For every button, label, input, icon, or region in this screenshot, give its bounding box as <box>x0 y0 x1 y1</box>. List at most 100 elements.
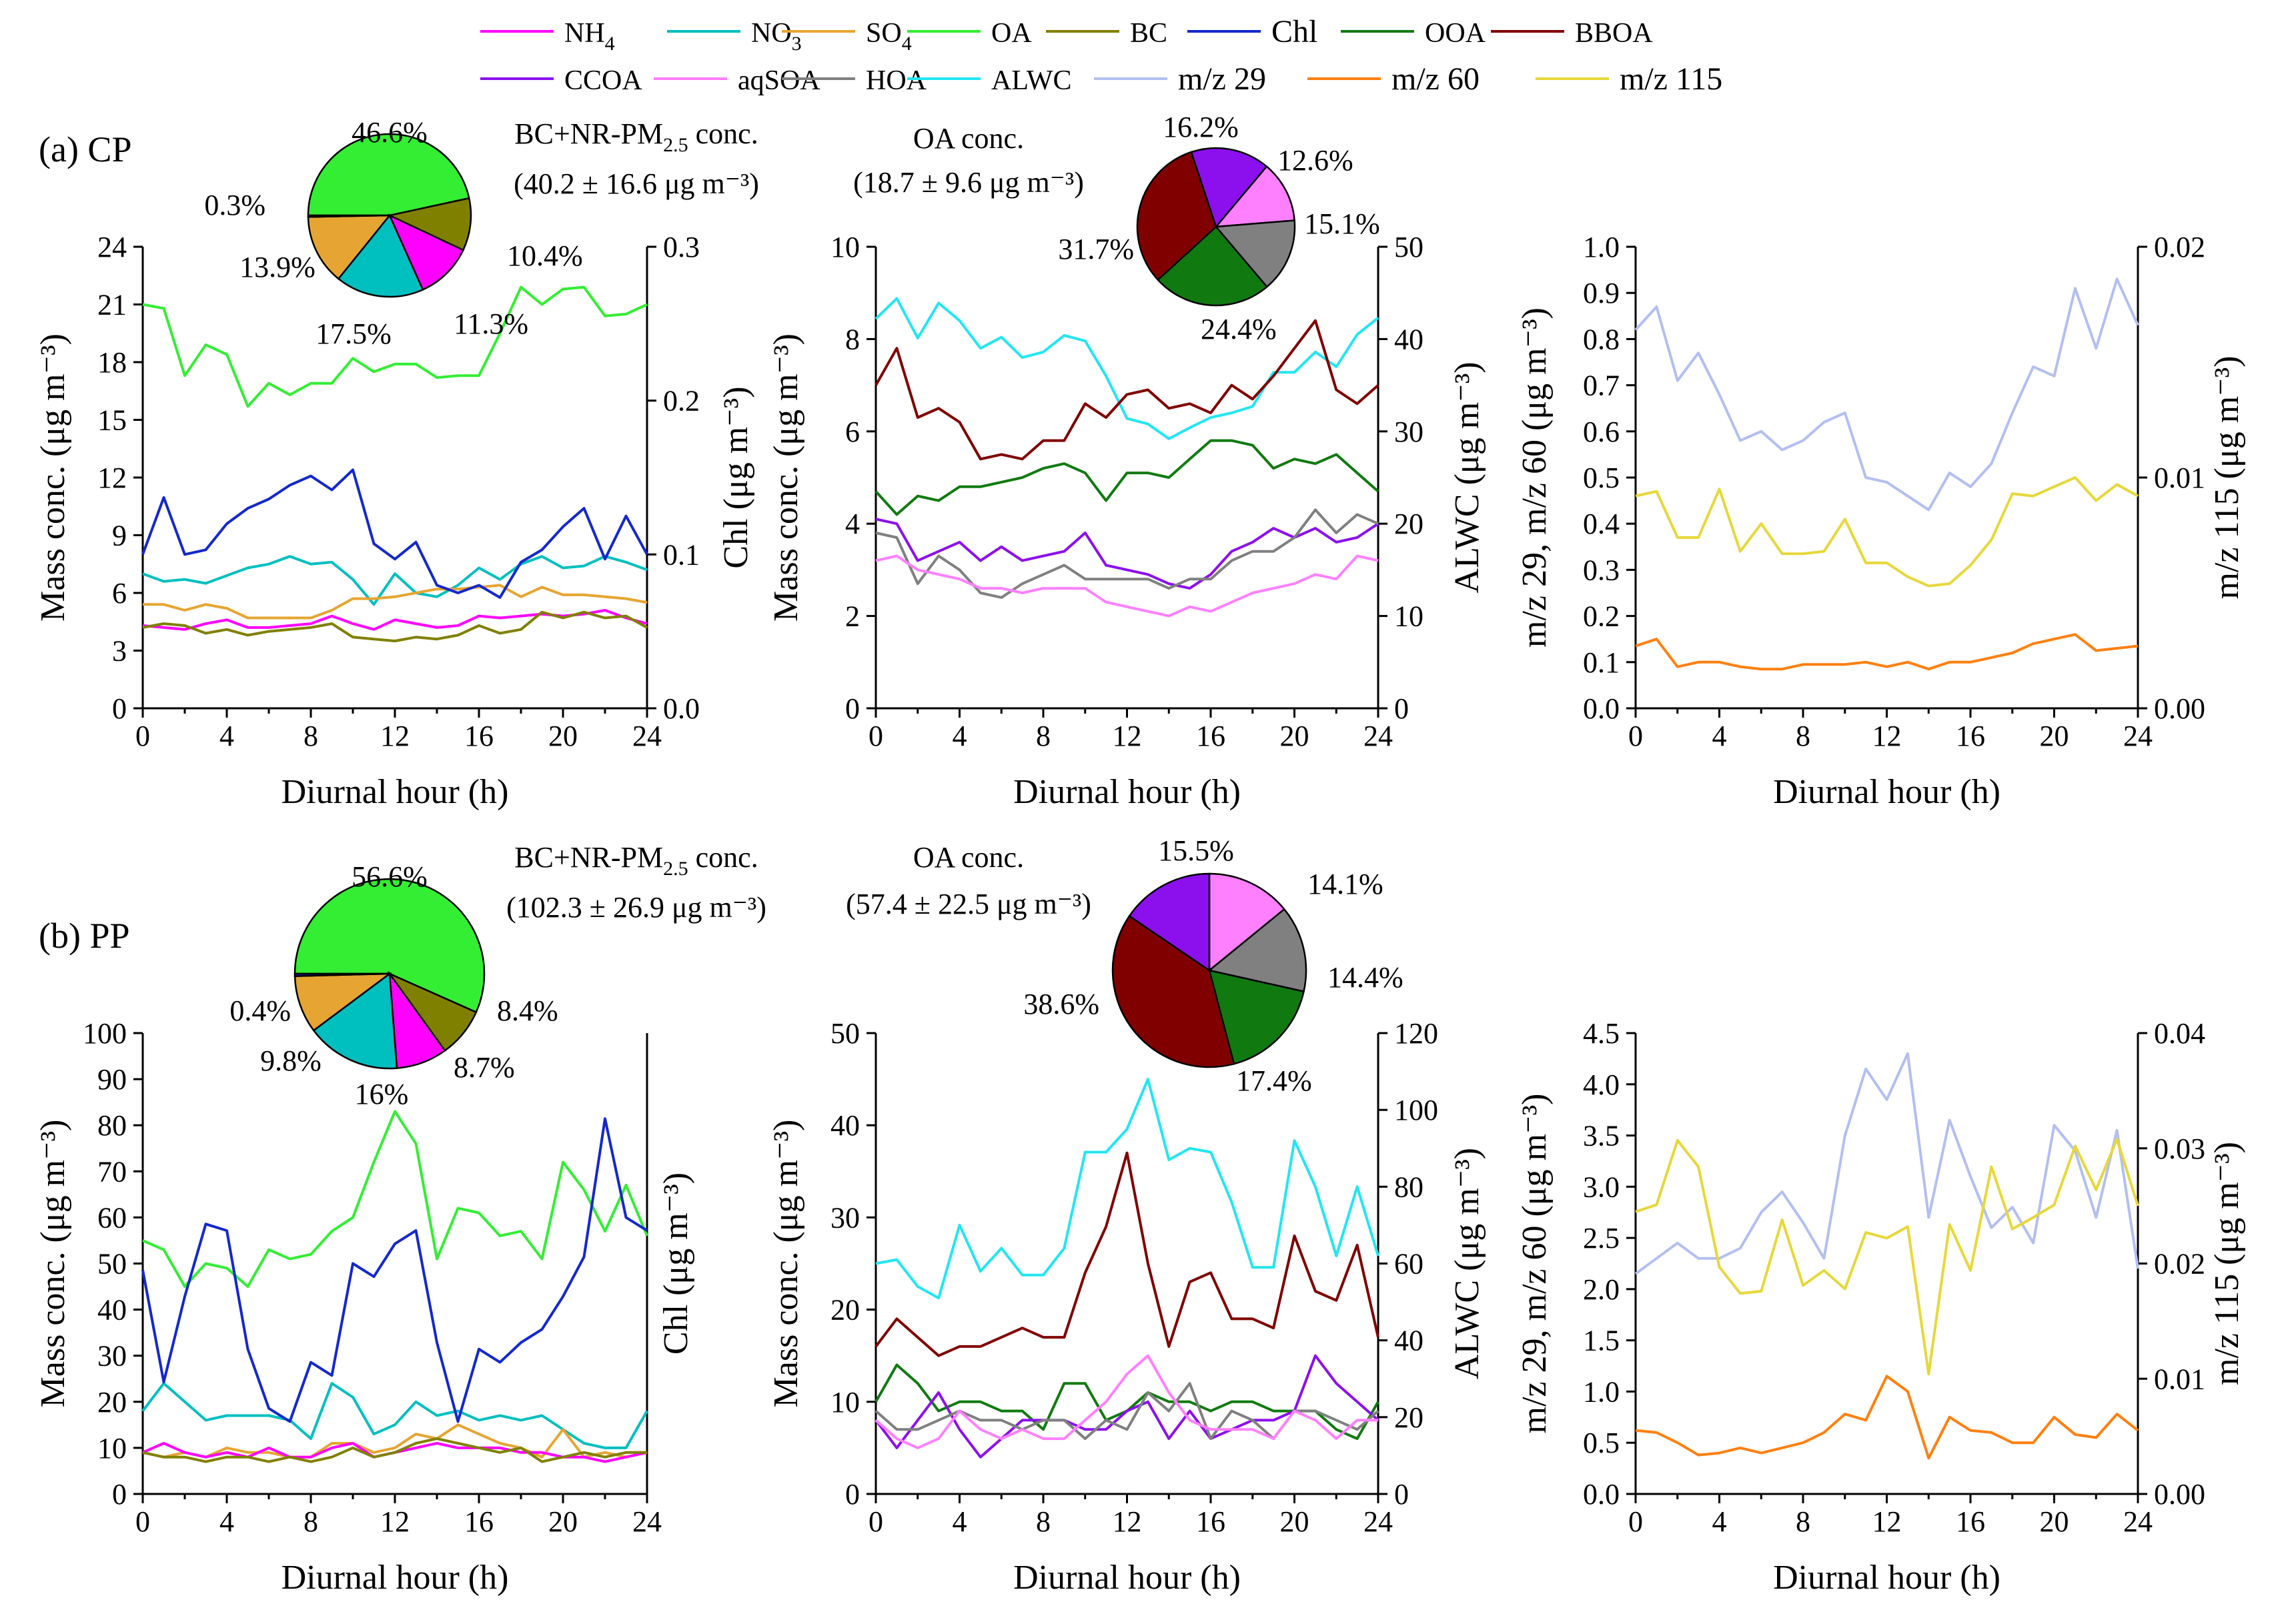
legend-label-BC: BC <box>1130 18 1167 49</box>
legend-item-mz60: m/z 60 <box>1307 61 1480 97</box>
y-tick-label-left: 0.7 <box>1583 369 1620 402</box>
y-tick-label-left: 0.5 <box>1583 1427 1620 1459</box>
x-axis-title: Diurnal hour (h) <box>1013 773 1241 811</box>
pie-label-NO3: 17.5% <box>316 317 392 350</box>
pie-subtitle: (18.7 ± 9.6 μg m⁻³) <box>853 166 1084 199</box>
y-tick-label-left: 0.0 <box>1583 692 1620 725</box>
pie-label-OA: 46.6% <box>352 116 428 149</box>
y-tick-label-right: 0.1 <box>663 538 700 571</box>
y-tick-label-left: 10 <box>97 1432 127 1465</box>
y-tick-label-left: 50 <box>97 1248 127 1281</box>
series-line-mz29 <box>1634 1052 2139 1275</box>
x-tick-label: 24 <box>1363 720 1393 752</box>
series-line-Chl <box>141 1117 648 1423</box>
y-tick-label-right: 0.00 <box>2154 692 2205 725</box>
series-line-OA <box>142 1110 648 1288</box>
x-tick-label: 0 <box>135 1505 150 1538</box>
y-tick-label-left: 1.0 <box>1583 1375 1620 1408</box>
pie-slice-aqSOA <box>1214 165 1295 228</box>
y-tick-label-left: 0.6 <box>1583 416 1620 448</box>
legend-label-SO4: SO4 <box>866 18 912 55</box>
y-tick-label-left: 4.5 <box>1583 1017 1620 1050</box>
x-tick-label: 4 <box>1712 1505 1727 1538</box>
series-line-ALWC <box>875 297 1379 440</box>
y-tick-label-left: 20 <box>830 1294 860 1327</box>
legend-item-OOA: OOA <box>1341 18 1486 49</box>
legend-item-NO3: NO3 <box>667 18 802 55</box>
y-axis-title-left: m/z 29, m/z 60 (μg m⁻³) <box>1516 307 1554 648</box>
y-tick-label-left: 20 <box>97 1386 127 1419</box>
chart-b1: 0 4 8 12 16 20 24 Diurnal hour (h) 0 10 20 30 40 50 60… <box>34 916 695 1597</box>
y-tick-label-left: 70 <box>97 1155 127 1188</box>
y-axis-title-left: Mass conc. (μg m⁻³) <box>767 1120 805 1408</box>
series-line-OA <box>142 285 648 408</box>
legend-label-ALWC: ALWC <box>991 65 1072 96</box>
legend-item-Chl: Chl <box>1187 14 1317 49</box>
y-tick-label-right: 0.03 <box>2154 1132 2205 1165</box>
x-tick-label: 4 <box>953 1505 967 1538</box>
y-tick-label-left: 0 <box>112 1478 127 1511</box>
y-tick-label-left: 9 <box>112 520 127 552</box>
pie-label-SO4: 13.9% <box>239 251 316 283</box>
x-tick-label: 12 <box>1113 1505 1142 1538</box>
pie-label-Chl: 0.3% <box>204 189 265 221</box>
chart-b2: 0 4 8 12 16 20 24 Diurnal hour (h) 0 10 20 30 40 50 0 2… <box>767 1017 1486 1597</box>
y-tick-label-left: 2 <box>845 600 860 633</box>
chart-b3: 0 4 8 12 16 20 24 Diurnal hour (h) 0.0 0.5 1.0 1.5 2… <box>1516 1017 2246 1597</box>
legend-label-HOA: HOA <box>866 65 927 96</box>
x-tick-label: 16 <box>1956 1505 1985 1538</box>
panel-label: (a) CP <box>39 129 131 169</box>
pie-slice-SO4 <box>307 214 392 280</box>
y-tick-label-left: 100 <box>83 1017 127 1050</box>
x-tick-label: 16 <box>1956 720 1985 752</box>
y-axis-title-right: m/z 115 (μg m⁻³) <box>2208 355 2246 599</box>
y-tick-label-left: 40 <box>830 1109 860 1142</box>
pie-label-NH4: 11.3% <box>454 307 528 340</box>
x-tick-label: 12 <box>380 720 410 752</box>
y-tick-label-left: 15 <box>97 404 127 437</box>
y-tick-label-right: 80 <box>1394 1170 1423 1203</box>
y-tick-label-right: 40 <box>1394 323 1423 355</box>
y-tick-label-left: 80 <box>97 1109 127 1142</box>
y-tick-label-left: 10 <box>830 231 860 263</box>
y-tick-label-left: 0.3 <box>1583 554 1620 586</box>
y-tick-label-left: 1.5 <box>1583 1325 1620 1357</box>
y-tick-label-right: 40 <box>1394 1325 1423 1357</box>
y-tick-label-right: 30 <box>1394 416 1423 448</box>
y-axis-title-right: Chl (μg m⁻³) <box>717 386 755 568</box>
series-line-mz60 <box>1635 633 2139 671</box>
legend-label-NO3: NO3 <box>751 18 802 55</box>
x-tick-label: 24 <box>1363 1505 1393 1538</box>
x-tick-label: 12 <box>1113 720 1142 752</box>
pie-b1: 56.6% 8.4% 8.7% 16% 9.8% 0.4% BC+NR-PM2.5 conc… <box>229 841 766 1110</box>
pie-slice-BBOA <box>1111 914 1235 1068</box>
pie-slice-Chl <box>294 972 390 977</box>
series-line-NH4 <box>142 609 648 631</box>
pie-slice-HOA <box>1207 908 1307 993</box>
legend-label-aqSOA: aqSOA <box>738 65 820 96</box>
y-tick-label-right: 0.02 <box>2154 231 2205 263</box>
y-tick-label-left: 2.5 <box>1583 1222 1620 1255</box>
panel-label: (b) PP <box>39 916 130 956</box>
legend-item-OA: OA <box>907 18 1032 49</box>
y-tick-label-right: 0.0 <box>663 692 700 725</box>
legend-label-NH4: NH4 <box>564 18 615 55</box>
pie-slice-HOA <box>1214 219 1296 288</box>
pie-slice-OA <box>294 878 486 1014</box>
x-tick-label: 12 <box>380 1505 410 1538</box>
legend-label-mz115: m/z 115 <box>1620 61 1722 97</box>
pie-slice-aqSOA <box>1208 872 1286 972</box>
x-tick-label: 8 <box>1036 1505 1051 1538</box>
y-tick-label-right: 10 <box>1394 600 1423 633</box>
y-tick-label-left: 2.0 <box>1583 1273 1620 1306</box>
y-axis-title-right: Chl (μg m⁻³) <box>657 1172 695 1355</box>
series-line-NO3 <box>141 1382 648 1449</box>
x-tick-label: 24 <box>632 720 662 752</box>
x-tick-label: 8 <box>1796 1505 1810 1538</box>
x-axis-title: Diurnal hour (h) <box>281 1559 509 1597</box>
x-tick-label: 4 <box>953 720 967 752</box>
pie-slice-CCOA <box>1128 872 1211 972</box>
y-tick-label-left: 8 <box>845 323 860 355</box>
legend-label-mz60: m/z 60 <box>1391 61 1480 97</box>
